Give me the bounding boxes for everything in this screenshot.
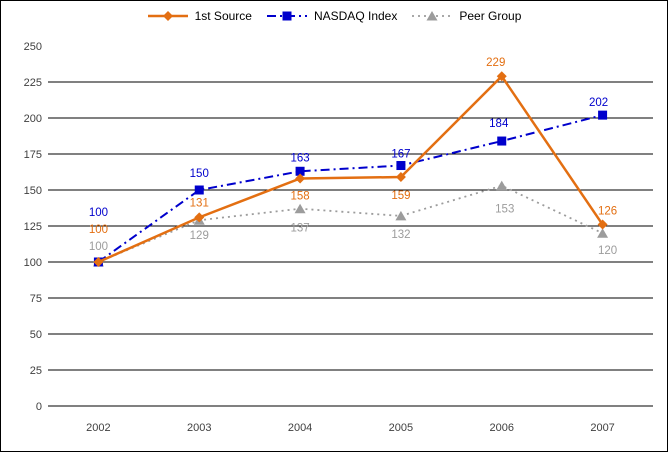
data-label: 158 [290, 190, 309, 202]
legend-label: NASDAQ Index [313, 9, 398, 23]
data-label: 131 [190, 197, 209, 209]
x-axis-tick-label: 2003 [187, 422, 211, 434]
legend-diamond-sample-icon [147, 11, 188, 21]
y-axis-tick-label: 175 [24, 149, 42, 161]
y-axis-tick-label: 100 [24, 257, 42, 269]
diamond-marker-icon [496, 71, 507, 82]
triangle-marker-icon [395, 210, 407, 221]
square-marker-icon [194, 185, 204, 195]
data-label: 137 [290, 223, 309, 235]
square-marker-icon [295, 166, 305, 176]
diamond-marker-icon [395, 172, 406, 183]
square-marker-icon [598, 110, 608, 120]
data-label: 202 [589, 97, 608, 109]
diamond-marker-icon [295, 173, 306, 184]
data-label: 229 [486, 57, 505, 69]
data-label: 132 [391, 229, 410, 241]
chart-legend: 1st Source NASDAQ Index Peer Group [1, 9, 667, 23]
data-label: 126 [598, 206, 617, 218]
y-axis-tick-label: 200 [24, 113, 42, 125]
data-label: 129 [190, 230, 209, 242]
legend-label: Peer Group [459, 9, 522, 23]
data-label: 153 [495, 204, 514, 216]
triangle-marker-icon [496, 180, 508, 191]
legend-item-nasdaq-index: NASDAQ Index [266, 9, 397, 23]
series-line-1 [97, 74, 604, 264]
legend-label: 1st Source [194, 9, 252, 23]
square-marker-icon [497, 136, 507, 146]
data-label: 184 [489, 118, 509, 130]
diamond-marker-icon [597, 219, 608, 230]
triangle-marker-icon [597, 228, 609, 238]
x-axis-tick-label: 2002 [86, 422, 110, 434]
legend-item-1st-source: 1st Source [147, 9, 252, 23]
x-axis-tick-label: 2006 [490, 422, 514, 434]
x-axis-tick-label: 2005 [389, 422, 413, 434]
legend-triangle-sample-icon [412, 11, 453, 21]
y-axis-tick-label: 75 [30, 293, 42, 305]
triangle-marker-icon [294, 203, 306, 214]
data-label: 163 [290, 152, 309, 164]
legend-square-sample-icon [266, 11, 307, 21]
legend-item-peer-group: Peer Group [411, 9, 521, 23]
diamond-marker-icon [194, 212, 205, 223]
data-label: 159 [391, 190, 410, 202]
y-axis-tick-label: 125 [24, 221, 42, 233]
data-label: 100 [89, 207, 108, 219]
series-line-3 [98, 184, 603, 263]
data-label: 150 [190, 168, 209, 180]
y-axis-tick-label: 225 [24, 77, 42, 89]
y-axis-tick-label: 50 [30, 329, 42, 341]
data-label: 100 [89, 224, 108, 236]
series-line-2 [97, 114, 603, 263]
y-axis-tick-label: 0 [36, 401, 42, 413]
data-label: 100 [89, 241, 108, 253]
x-axis-tick-label: 2007 [590, 422, 614, 434]
square-marker-icon [396, 161, 406, 171]
y-axis-tick-label: 25 [30, 365, 42, 377]
y-axis-tick-label: 250 [24, 41, 42, 53]
diamond-marker-icon [93, 257, 104, 267]
data-label: 120 [598, 245, 617, 257]
x-axis-tick-label: 2004 [288, 422, 312, 434]
data-label: 167 [391, 149, 410, 161]
y-axis-tick-label: 150 [24, 185, 42, 197]
